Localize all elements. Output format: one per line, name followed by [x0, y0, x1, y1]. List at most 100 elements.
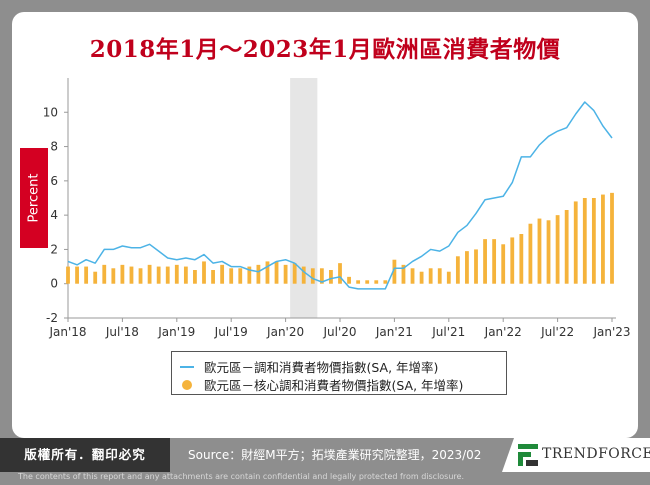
hicp-line-layer [67, 101, 613, 290]
core-cpi-bar [356, 280, 361, 284]
x-tick-label: Jul'18 [105, 325, 139, 339]
core-cpi-bar [555, 215, 560, 284]
footer: 版權所有．翻印必究 Source：財經M平方；拓墣產業研究院整理，2023/02… [0, 438, 650, 472]
core-cpi-bar [129, 266, 134, 284]
core-cpi-bar [455, 256, 460, 284]
chart-title: 2018年1月～2023年1月歐洲區消費者物價 [89, 36, 561, 63]
core-cpi-bar [492, 239, 497, 284]
y-axis-label-box: Percent [20, 148, 48, 248]
core-cpi-bar [501, 244, 506, 284]
core-cpi-bar [256, 264, 261, 284]
y-tick-label: -2 [46, 311, 58, 325]
x-tick-label: Jan'20 [266, 325, 304, 339]
core-cpi-bar [374, 280, 379, 284]
core-cpi-bar [582, 198, 587, 284]
hicp-line [67, 101, 613, 290]
x-tick-label: Jan'21 [375, 325, 413, 339]
core-cpi-bar [292, 263, 297, 284]
chart-card: 2018年1月～2023年1月歐洲區消費者物價 Percent -2 0 2 4 6 8 1… [12, 12, 638, 438]
core-cpi-bar [301, 266, 306, 284]
x-tick-label: Jul'19 [214, 325, 248, 339]
core-cpi-bar [591, 198, 596, 284]
legend-item-bar: 歐元區－核心調和消費者物價指數(SA, 年增率) [180, 375, 463, 394]
x-tick-label: Jan'22 [484, 325, 522, 339]
disclaimer: The contents of this report and any atta… [18, 472, 464, 481]
core-cpi-bar [174, 264, 179, 284]
core-cpi-bar [419, 271, 424, 284]
core-cpi-bar [564, 210, 569, 284]
y-tick-label: 10 [43, 105, 58, 119]
core-cpi-bar [229, 268, 234, 284]
x-tick-label: Jul'21 [431, 325, 465, 339]
core-cpi-bar [93, 271, 98, 284]
legend-item-line: 歐元區－調和消費者物價指數(SA, 年增率) [180, 357, 438, 376]
core-cpi-bar [465, 251, 469, 284]
core-cpi-bar [519, 234, 524, 284]
core-cpi-bar [610, 192, 614, 284]
x-tick-label: Jul'22 [540, 325, 574, 339]
core-cpi-bar [84, 266, 89, 284]
core-cpi-bar [401, 264, 406, 284]
y-tick-label: 0 [50, 277, 58, 291]
y-tick-label: 2 [50, 242, 58, 256]
core-cpi-bar [220, 264, 225, 284]
core-cpi-bar [75, 266, 79, 284]
core-cpi-bar [383, 280, 388, 284]
y-tick-label: 6 [50, 174, 58, 188]
legend: 歐元區－調和消費者物價指數(SA, 年增率) 歐元區－核心調和消費者物價指數(S… [171, 351, 507, 395]
core-cpi-bar [247, 266, 252, 284]
core-cpi-bar [347, 276, 351, 284]
core-cpi-bar [265, 261, 270, 284]
y-tick-label: 8 [50, 140, 58, 154]
x-tick-label: Jan'18 [48, 325, 86, 339]
cpi-chart: -2 0 2 4 6 8 10 Jan'18 Jul'18 Jan'19 Jul'19 Jan'20 J… [43, 78, 631, 339]
core-cpi-bar [528, 223, 533, 284]
core-cpi-bars [66, 192, 614, 284]
core-cpi-bar [573, 201, 578, 284]
core-cpi-bar [510, 237, 515, 284]
line-swatch-icon [180, 365, 194, 368]
core-cpi-bar [211, 270, 215, 284]
core-cpi-bar [437, 268, 442, 284]
core-cpi-bar [410, 268, 415, 284]
core-cpi-bar [183, 266, 188, 284]
core-cpi-bar [202, 261, 206, 284]
core-cpi-bar [365, 280, 370, 284]
core-cpi-bar [193, 270, 197, 284]
core-cpi-bar [483, 239, 487, 284]
core-cpi-bar [319, 268, 324, 284]
core-cpi-bar [392, 259, 397, 284]
core-cpi-bar [329, 270, 333, 284]
source-note: Source：財經M平方；拓墣產業研究院整理，2023/02 [188, 448, 482, 462]
legend-line-label: 歐元區－調和消費者物價指數(SA, 年增率) [204, 360, 439, 375]
bar-swatch-icon [182, 379, 192, 390]
core-cpi-bar [274, 261, 279, 284]
trendforce-logo-icon [518, 444, 538, 466]
core-cpi-bar [546, 220, 551, 284]
legend-bar-label: 歐元區－核心調和消費者物價指數(SA, 年增率) [204, 378, 464, 393]
core-cpi-bar [147, 264, 152, 284]
core-cpi-bar [165, 266, 170, 284]
core-cpi-bar [474, 249, 478, 284]
axis-layer: -2 0 2 4 6 8 10 Jan'18 Jul'18 Jan'19 Jul'19 Jan'20 J… [43, 78, 631, 339]
x-tick-label: Jan'23 [592, 325, 630, 339]
core-cpi-bar [111, 268, 116, 284]
core-cpi-bar [338, 263, 342, 284]
core-cpi-bar [428, 268, 433, 284]
core-cpi-bar [238, 268, 243, 284]
x-tick-label: Jul'20 [322, 325, 356, 339]
x-tick-label: Jan'19 [157, 325, 195, 339]
copyright-notice: 版權所有．翻印必究 [0, 438, 170, 472]
core-cpi-bar [66, 266, 70, 284]
core-cpi-bar [120, 264, 125, 284]
core-cpi-bar [310, 268, 315, 284]
core-cpi-bar [283, 264, 288, 284]
trendforce-logo: TRENDFORCE [502, 438, 650, 472]
core-cpi-bar [601, 194, 605, 284]
core-cpi-bar [156, 266, 161, 284]
y-tick-label: 4 [50, 208, 58, 222]
core-cpi-bar [138, 268, 143, 284]
logo-text: TRENDFORCE [542, 446, 650, 462]
core-cpi-bar [102, 264, 107, 284]
core-cpi-bar [537, 218, 542, 284]
